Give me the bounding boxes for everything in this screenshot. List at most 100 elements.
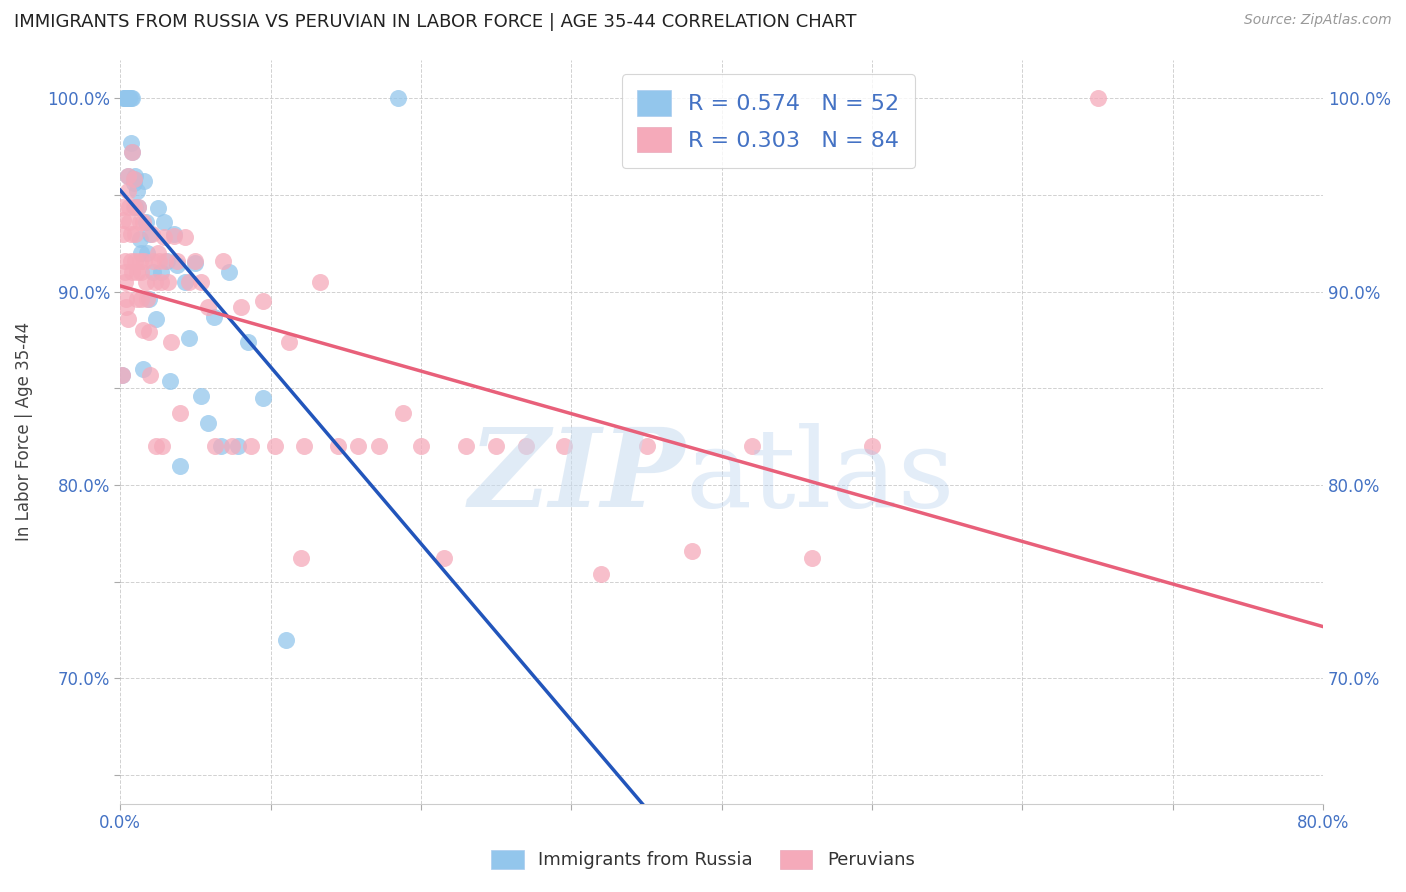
Point [131, 293, 153, 307]
Point [115, 91, 138, 105]
Point [159, 374, 181, 388]
Point [221, 439, 243, 453]
Text: atlas: atlas [686, 423, 955, 530]
Point [309, 275, 332, 289]
Point [591, 566, 613, 581]
Point [115, 91, 138, 105]
Point [636, 439, 658, 453]
Point [252, 294, 274, 309]
Point [117, 91, 139, 105]
Point [118, 91, 141, 105]
Point [174, 275, 197, 289]
Point [141, 227, 163, 241]
Point [174, 230, 197, 244]
Point [163, 227, 186, 241]
Point [197, 300, 219, 314]
Point [115, 293, 138, 307]
Point [184, 253, 207, 268]
Point [179, 275, 201, 289]
Point [367, 439, 389, 453]
Point [112, 91, 135, 105]
Point [122, 172, 145, 186]
Point [179, 331, 201, 345]
Point [1087, 91, 1109, 105]
Point [156, 253, 179, 268]
Point [166, 258, 188, 272]
Point [114, 91, 136, 105]
Point [120, 136, 142, 150]
Point [136, 293, 159, 307]
Text: IMMIGRANTS FROM RUSSIA VS PERUVIAN IN LABOR FORCE | AGE 35-44 CORRELATION CHART: IMMIGRANTS FROM RUSSIA VS PERUVIAN IN LA… [14, 13, 856, 31]
Point [163, 228, 186, 243]
Point [741, 439, 763, 453]
Point [160, 334, 183, 349]
Point [118, 200, 141, 214]
Point [148, 253, 170, 268]
Point [117, 311, 139, 326]
Point [218, 265, 240, 279]
Point [122, 172, 145, 186]
Point [138, 293, 160, 307]
Point [681, 543, 703, 558]
Point [146, 246, 169, 260]
Point [229, 300, 252, 314]
Point [120, 91, 142, 105]
Point [114, 91, 136, 105]
Point [128, 253, 150, 268]
Point [432, 551, 454, 566]
Point [117, 169, 139, 183]
Point [124, 169, 146, 183]
Point [153, 215, 176, 229]
Point [121, 91, 143, 105]
Point [122, 200, 145, 214]
Point [121, 145, 143, 160]
Point [149, 265, 172, 279]
Point [553, 439, 575, 453]
Point [112, 227, 135, 241]
Point [124, 200, 146, 214]
Point [124, 253, 146, 268]
Point [202, 310, 225, 324]
Point [115, 300, 138, 314]
Point [114, 275, 136, 289]
Point [122, 177, 145, 191]
Point [132, 323, 155, 337]
Point [190, 275, 212, 289]
Point [125, 293, 148, 307]
Point [128, 232, 150, 246]
Point [118, 215, 141, 229]
Point [800, 551, 823, 566]
Point [252, 391, 274, 405]
Point [184, 255, 207, 269]
Point [456, 439, 478, 453]
Point [125, 184, 148, 198]
Point [124, 227, 146, 241]
Point [132, 215, 155, 229]
Point [860, 439, 883, 453]
Legend: Immigrants from Russia, Peruvians: Immigrants from Russia, Peruvians [482, 841, 924, 879]
Point [169, 406, 191, 420]
Point [112, 213, 135, 227]
Point [264, 439, 287, 453]
Point [145, 311, 167, 326]
Point [166, 253, 188, 268]
Point [114, 253, 136, 268]
Point [392, 406, 415, 420]
Point [131, 265, 153, 279]
Point [139, 368, 162, 382]
Point [277, 334, 299, 349]
Point [120, 227, 142, 241]
Point [347, 439, 370, 453]
Point [149, 275, 172, 289]
Point [240, 439, 263, 453]
Point [387, 91, 409, 105]
Legend: R = 0.574   N = 52, R = 0.303   N = 84: R = 0.574 N = 52, R = 0.303 N = 84 [621, 74, 915, 168]
Point [117, 91, 139, 105]
Point [169, 458, 191, 473]
Point [155, 253, 177, 268]
Point [209, 439, 232, 453]
Point [197, 416, 219, 430]
Point [134, 253, 156, 268]
Point [292, 439, 315, 453]
Point [134, 174, 156, 188]
